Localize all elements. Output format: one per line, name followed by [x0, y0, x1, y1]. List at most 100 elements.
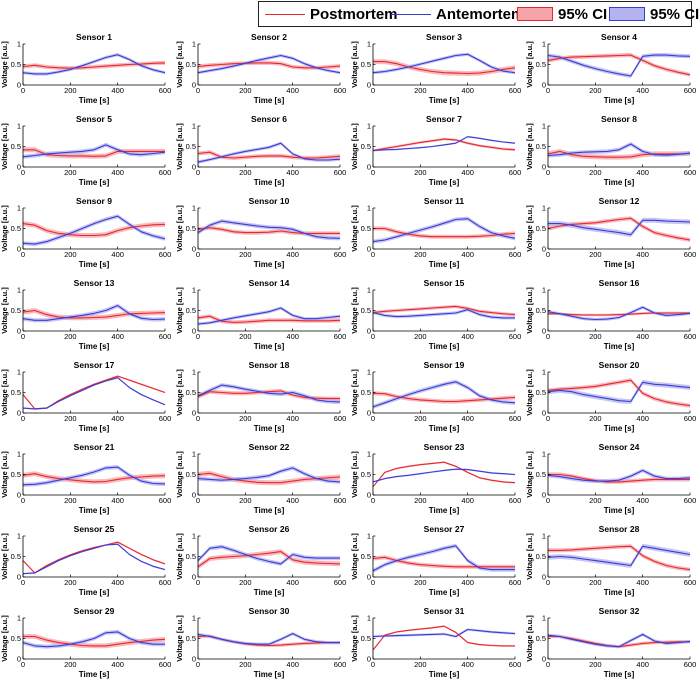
subplot-18: 0 200 400 600 0 0.5 1 Sensor 18 Time [s] Voltage … — [175, 360, 346, 433]
series-line-antemortem — [197, 384, 341, 403]
subplot-title: Sensor 30 — [249, 606, 290, 616]
ci-band-postmortem — [548, 544, 690, 572]
y-tick-label: 1 — [367, 614, 371, 623]
subplot-title: Sensor 18 — [249, 360, 290, 370]
y-tick-label: 0.5 — [186, 634, 196, 643]
x-tick-label: 400 — [636, 86, 649, 95]
ci-band-postmortem — [198, 549, 340, 570]
series-line-antemortem — [22, 631, 165, 648]
legend-swatch-postmortem — [265, 13, 305, 15]
x-tick-label: 0 — [196, 660, 200, 669]
y-tick-label: 0.5 — [536, 306, 546, 315]
series-line-antemortem — [197, 54, 341, 74]
x-tick-label: 600 — [684, 332, 697, 341]
y-tick-label: 0.5 — [11, 224, 21, 233]
subplot-21: 0 200 400 600 0 0.5 1 Sensor 21 Time [s] Voltage … — [0, 442, 171, 515]
y-tick-label: 0.5 — [361, 388, 371, 397]
ci-band-antemortem — [548, 468, 690, 484]
y-tick-label: 0 — [542, 655, 546, 664]
x-tick-label: 600 — [684, 250, 697, 259]
x-axis-label: Time [s] — [254, 260, 285, 269]
series-line-antemortem — [197, 307, 341, 325]
subplot-22: 0 200 400 600 0 0.5 1 Sensor 22 Time [s] Voltage … — [175, 442, 346, 515]
series-line-antemortem — [22, 144, 166, 158]
x-axis-label: Time [s] — [604, 670, 635, 679]
ci-band-postmortem — [373, 59, 515, 76]
y-axis-label: Voltage [a.u.] — [525, 615, 534, 662]
subplot-title: Sensor 12 — [599, 196, 640, 206]
y-tick-label: 1 — [192, 450, 196, 459]
x-tick-label: 200 — [239, 250, 252, 259]
y-tick-label: 1 — [367, 532, 371, 541]
y-tick-label: 1 — [17, 40, 21, 49]
x-axis-label: Time [s] — [254, 342, 285, 351]
subplot-26: 0 200 400 600 0 0.5 1 Sensor 26 Time [s] Voltage … — [175, 524, 346, 597]
y-tick-label: 0.5 — [536, 388, 546, 397]
subplot-14: 0 200 400 600 0 0.5 1 Sensor 14 Time [s] Voltage … — [175, 278, 346, 351]
y-tick-label: 0.5 — [186, 224, 196, 233]
y-axis-label: Voltage [a.u.] — [175, 369, 184, 416]
ci-band-antemortem — [548, 379, 690, 404]
ci-band-postmortem — [373, 137, 515, 152]
x-tick-label: 0 — [196, 86, 200, 95]
subplot-grid-svg: 0 200 400 600 0 0.5 1 Sensor 1 Time [s] Voltage [… — [0, 32, 697, 679]
y-axis-label: Voltage [a.u.] — [525, 123, 534, 170]
y-tick-label: 0 — [542, 163, 546, 172]
x-tick-label: 200 — [64, 86, 77, 95]
series-line-antemortem — [372, 53, 516, 74]
x-tick-label: 0 — [196, 168, 200, 177]
series-line-antemortem — [547, 381, 691, 403]
ci-band-antemortem — [548, 305, 690, 322]
x-tick-label: 200 — [64, 660, 77, 669]
x-axis-label: Time [s] — [79, 96, 110, 105]
x-tick-label: 200 — [414, 250, 427, 259]
y-tick-label: 0.5 — [186, 552, 196, 561]
subplot-title: Sensor 3 — [426, 32, 462, 42]
x-tick-label: 400 — [461, 414, 474, 423]
x-tick-label: 0 — [196, 578, 200, 587]
ci-band-antemortem — [23, 465, 165, 487]
x-tick-label: 600 — [159, 660, 172, 669]
x-axis-label: Time [s] — [254, 424, 285, 433]
legend-swatch-antemortem-ci — [609, 7, 645, 21]
y-axis-label: Voltage [a.u.] — [350, 287, 359, 334]
y-tick-label: 1 — [192, 368, 196, 377]
y-tick-label: 0.5 — [536, 634, 546, 643]
y-tick-label: 0.5 — [11, 388, 21, 397]
series-line-postmortem — [22, 541, 166, 574]
x-axis-label: Time [s] — [79, 342, 110, 351]
x-tick-label: 200 — [64, 332, 77, 341]
x-tick-label: 600 — [334, 250, 347, 259]
x-tick-label: 400 — [636, 168, 649, 177]
ci-band-postmortem — [548, 149, 690, 160]
ci-band-postmortem — [23, 375, 165, 410]
y-tick-label: 1 — [367, 204, 371, 213]
x-tick-label: 200 — [589, 414, 602, 423]
legend-swatch-postmortem-ci — [517, 7, 553, 21]
ci-band-antemortem — [23, 53, 165, 76]
x-tick-label: 400 — [286, 332, 299, 341]
x-tick-label: 600 — [509, 250, 522, 259]
subplot-title: Sensor 9 — [76, 196, 112, 206]
y-tick-label: 0.5 — [361, 470, 371, 479]
y-tick-label: 1 — [17, 122, 21, 131]
x-tick-label: 400 — [111, 250, 124, 259]
subplot-title: Sensor 32 — [599, 606, 640, 616]
series-line-postmortem — [23, 149, 165, 157]
x-tick-label: 400 — [636, 578, 649, 587]
x-tick-label: 400 — [286, 578, 299, 587]
x-tick-label: 0 — [21, 332, 25, 341]
x-axis-label: Time [s] — [429, 342, 460, 351]
legend-item-postmortem: Postmortem — [265, 2, 398, 26]
x-tick-label: 200 — [589, 332, 602, 341]
x-tick-label: 600 — [334, 332, 347, 341]
x-axis-label: Time [s] — [604, 96, 635, 105]
ci-band-antemortem — [548, 217, 690, 238]
subplot-16: 0 200 400 600 0 0.5 1 Sensor 16 Time [s] Voltage … — [525, 278, 696, 351]
subplot-8: 0 200 400 600 0 0.5 1 Sensor 8 Time [s] Voltage [… — [525, 114, 696, 187]
y-tick-label: 0 — [192, 163, 196, 172]
ci-band-postmortem — [373, 391, 515, 404]
y-tick-label: 1 — [542, 614, 546, 623]
subplot-title: Sensor 7 — [426, 114, 462, 124]
x-tick-label: 400 — [461, 86, 474, 95]
